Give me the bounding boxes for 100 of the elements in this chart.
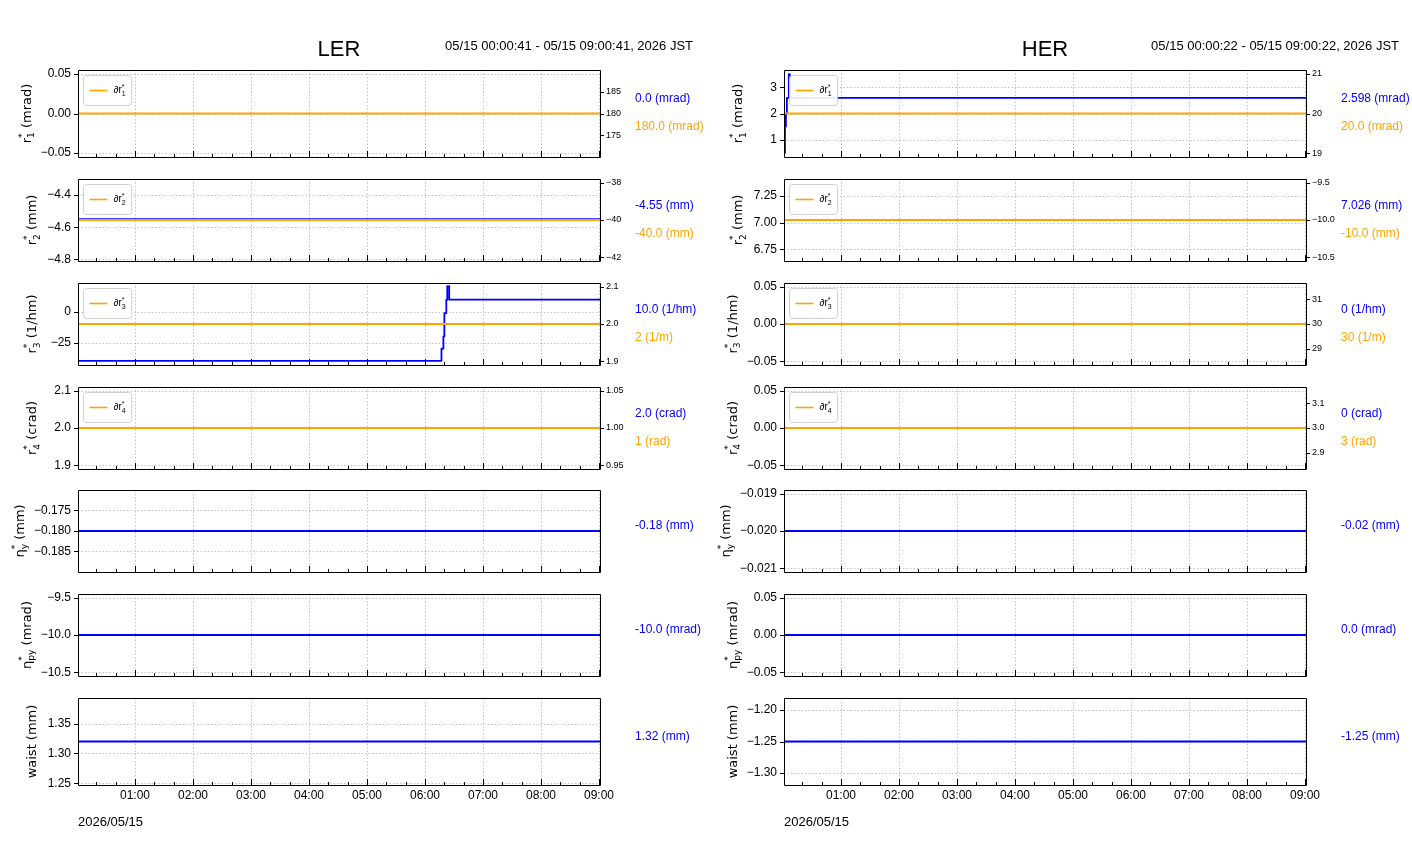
y-axis-title: η*y (mm) (716, 504, 736, 558)
y-tick-label: 7.25 (753, 188, 778, 203)
x-axis-title: 2026/05/15 (784, 813, 850, 829)
text: 3 (rad) (1341, 433, 1377, 448)
y-tick-label: 1.35 (47, 715, 72, 730)
y-tick-label: −0.175 (33, 502, 72, 517)
text: -4.55 (mm) (635, 197, 694, 212)
x-tick-label: 09:00 (1290, 788, 1321, 803)
y-axis-title: r*2 (mm) (22, 194, 42, 246)
y-tick-label: 0.00 (753, 316, 778, 331)
x-tick-label: 05:00 (352, 788, 383, 803)
x-tick-label: 07:00 (468, 788, 499, 803)
x-tick-label: 04:00 (294, 788, 325, 803)
y-tick-label: 7.00 (753, 214, 778, 229)
y-tick-label: 2.0 (54, 420, 72, 435)
y-tick-label: 0.05 (753, 383, 778, 398)
y-tick-label: −0.019 (739, 486, 778, 501)
text: 2.598 (mrad) (1341, 91, 1410, 106)
text: -0.18 (mm) (635, 518, 694, 533)
y-axis-title: r*3 (1/hm) (723, 294, 743, 354)
y-axis-title: η*y (mm) (10, 504, 30, 558)
y2-tick-label: −38 (606, 177, 622, 188)
y2-tick-label: 29 (1312, 343, 1323, 354)
x-tick-label: 04:00 (1000, 788, 1031, 803)
y-tick-label: −0.021 (739, 560, 778, 575)
y2-tick-label: 2.9 (1312, 447, 1325, 458)
y-tick-label: 1.30 (47, 745, 72, 760)
x-tick-label: 03:00 (236, 788, 267, 803)
text: 30 (1/m) (1341, 329, 1386, 344)
y-tick-label: 2 (770, 105, 778, 120)
y2-tick-label: −42 (606, 251, 622, 262)
chart-subtitle: 05/15 00:00:41 - 05/15 09:00:41, 2026 JST (445, 37, 694, 53)
y-tick-label: −25 (50, 334, 72, 349)
y2-tick-label: −10.0 (1312, 214, 1335, 225)
x-tick-label: 07:00 (1174, 788, 1205, 803)
text: 0 (1/hm) (1341, 301, 1386, 316)
chart-subtitle: 05/15 00:00:22 - 05/15 09:00:22, 2026 JST (1151, 37, 1400, 53)
y2-tick-label: 2.0 (606, 318, 619, 329)
y-tick-label: 3 (770, 79, 778, 94)
y-tick-label: −9.5 (47, 590, 72, 605)
text: 10.0 (1/hm) (635, 301, 697, 316)
x-tick-label: 01:00 (120, 788, 151, 803)
x-tick-label: 09:00 (584, 788, 615, 803)
text: 7.026 (mm) (1341, 197, 1403, 212)
y2-tick-label: 175 (606, 129, 622, 140)
text: 2 (1/m) (635, 329, 674, 344)
y-tick-label: −4.6 (47, 219, 72, 234)
x-tick-label: 06:00 (410, 788, 441, 803)
y2-tick-label: 31 (1312, 293, 1323, 304)
text: 0.0 (mrad) (635, 91, 691, 106)
y2-tick-label: 185 (606, 86, 622, 97)
y-tick-label: −4.8 (47, 251, 72, 266)
y-tick-label: −0.185 (33, 543, 72, 558)
y-tick-label: 2.1 (54, 383, 72, 398)
y-tick-label: −0.05 (40, 145, 72, 160)
y-axis-title: η*py (mrad) (723, 601, 743, 669)
y-tick-label: −0.05 (746, 664, 778, 679)
text: 0 (crad) (1341, 405, 1383, 420)
text: 2.0 (crad) (635, 405, 687, 420)
chart-title: LER (317, 36, 361, 62)
y-axis-title: r*2 (mm) (728, 194, 748, 246)
y-tick-label: 0.05 (753, 279, 778, 294)
y-tick-label: −0.05 (746, 353, 778, 368)
y-tick-label: 0.05 (47, 66, 72, 81)
y-axis-title: r*1 (mrad) (728, 83, 748, 144)
y-tick-label: −10.5 (40, 664, 72, 679)
y2-tick-label: 19 (1312, 147, 1323, 158)
y-tick-label: −4.4 (47, 187, 72, 202)
y-tick-label: 0.05 (753, 590, 778, 605)
text: -40.0 (mm) (635, 225, 694, 240)
y-axis-title: η*py (mrad) (17, 601, 37, 669)
text: 180.0 (mrad) (635, 119, 704, 134)
y2-tick-label: 1.05 (606, 385, 624, 396)
x-tick-label: 01:00 (826, 788, 857, 803)
text: -1.25 (mm) (1341, 728, 1400, 743)
y-tick-label: −10.0 (40, 627, 72, 642)
y-tick-label: −0.05 (746, 457, 778, 472)
y-tick-label: −1.30 (746, 765, 778, 780)
y2-tick-label: 180 (606, 107, 622, 118)
chart-title: HER (1021, 36, 1069, 62)
y-tick-label: 1.9 (54, 457, 72, 472)
y2-tick-label: 1.00 (606, 422, 624, 433)
x-tick-label: 05:00 (1058, 788, 1089, 803)
y-tick-label: 0 (64, 304, 72, 319)
y-tick-label: −0.020 (739, 523, 778, 538)
y-tick-label: 1 (770, 132, 778, 147)
y2-tick-label: 0.95 (606, 459, 624, 470)
x-axis-title: 2026/05/15 (78, 813, 144, 829)
y-axis-title: r*1 (mrad) (17, 83, 37, 144)
y-tick-label: 0.00 (47, 105, 72, 120)
text: -0.02 (mm) (1341, 518, 1400, 533)
y-axis-title: waist (mm) (24, 704, 40, 779)
y-tick-label: −0.180 (33, 523, 72, 538)
x-tick-label: 02:00 (178, 788, 209, 803)
y-tick-label: −1.20 (746, 702, 778, 717)
text: -10.0 (mm) (1341, 225, 1400, 240)
y-tick-label: −1.25 (746, 733, 778, 748)
x-tick-label: 08:00 (1232, 788, 1263, 803)
text: 1.32 (mm) (635, 728, 690, 743)
y-tick-label: 0.00 (753, 420, 778, 435)
